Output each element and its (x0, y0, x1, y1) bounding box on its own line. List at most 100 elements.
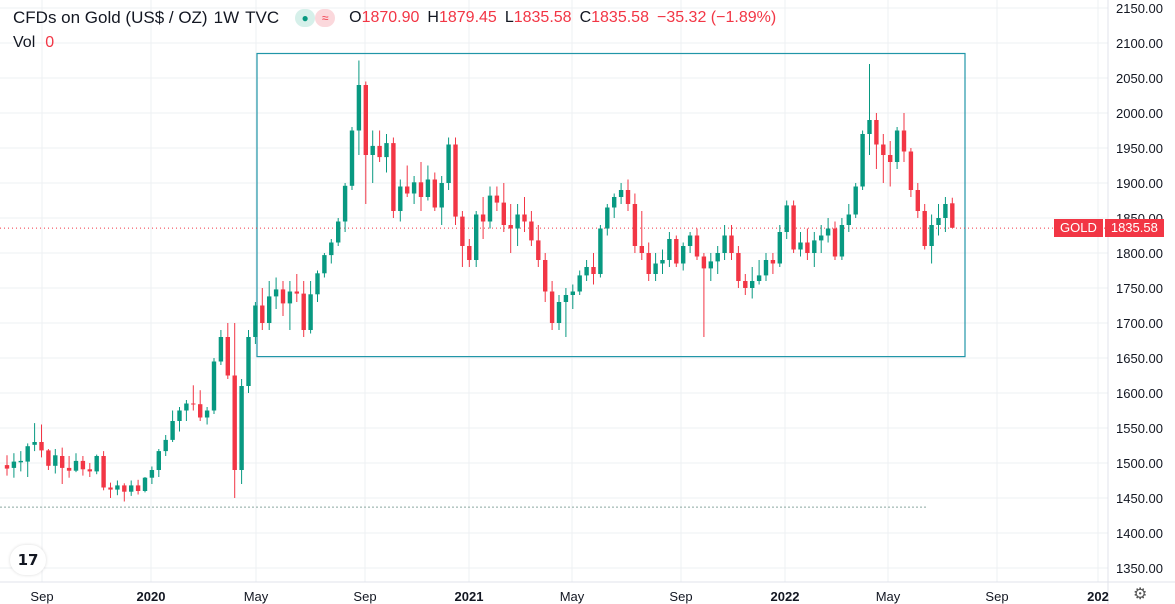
candle-body (536, 240, 541, 260)
candle-body (405, 186, 410, 194)
y-tick-label: 1700.00 (1116, 316, 1163, 331)
y-tick-label: 2000.00 (1116, 106, 1163, 121)
candle-body (398, 186, 403, 211)
candle-body (273, 289, 279, 297)
low-value: 1835.58 (513, 9, 572, 26)
candle-body (115, 485, 120, 490)
candle-body (639, 246, 644, 253)
candle-body (529, 221, 534, 241)
candle-body (211, 361, 217, 411)
candle-body (853, 186, 858, 215)
candle-body (377, 145, 382, 158)
y-tick-label: 1950.00 (1116, 141, 1163, 156)
symbol-title[interactable]: CFDs on Gold (US$ / OZ) (13, 8, 208, 27)
candle-body (315, 273, 320, 295)
candle-body (881, 144, 886, 155)
candle-body (239, 386, 244, 470)
candle-body (349, 130, 355, 186)
source-label[interactable]: TVC (245, 8, 280, 27)
candle-body (791, 205, 796, 250)
interval-label[interactable]: 1W (213, 8, 240, 27)
reference-dotted-line (0, 227, 1108, 508)
candle-body (170, 421, 175, 440)
candle-body (625, 190, 631, 204)
candle-body (460, 216, 465, 246)
x-tick-label: 202 (1087, 589, 1109, 604)
candle-body (770, 260, 776, 264)
candle-body (825, 228, 831, 236)
candle-body (653, 263, 658, 274)
candle-body (681, 246, 686, 264)
candle-body (432, 179, 437, 208)
candle-body (556, 302, 562, 323)
candle-body (94, 456, 99, 472)
high-value: 1879.45 (438, 9, 497, 26)
candle-body (287, 291, 293, 304)
candle-body (480, 214, 486, 222)
x-tick-label: Sep (669, 589, 692, 604)
candle-body (108, 487, 113, 490)
candle-body (577, 275, 582, 292)
candle-body (618, 190, 624, 197)
price-axis: 2150.00 2100.00 2050.00 2000.00 1950.00 1900.… (1107, 0, 1163, 604)
candle-body (342, 185, 348, 222)
candle-body (584, 267, 589, 276)
time-axis: Sep 2020 May Sep 2021 May Sep 2022 May Sep 202 (0, 581, 1175, 604)
candle-body (908, 151, 914, 190)
candle-body (253, 305, 258, 337)
candle-body (73, 460, 79, 471)
candle-body (391, 143, 396, 211)
candle-body (446, 144, 451, 183)
candle-body (280, 289, 286, 304)
candle-body (874, 120, 879, 145)
candle-body (929, 225, 934, 246)
candle-body (363, 85, 368, 155)
candle-body (198, 404, 203, 418)
candle-body (522, 214, 527, 222)
market-status-icon[interactable]: ● (295, 9, 316, 27)
candle-body (756, 275, 762, 281)
volume-label[interactable]: Vol (13, 34, 36, 51)
delayed-data-icon[interactable]: ≈ (315, 9, 336, 27)
candlestick-series (4, 60, 955, 502)
status-badges: ● ≈ (295, 9, 336, 27)
x-tick-label: Sep (353, 589, 376, 604)
x-tick-label: 2020 (137, 589, 166, 604)
tradingview-logo-icon[interactable]: 17 (10, 545, 46, 575)
candle-body (832, 228, 838, 257)
volume-value: 0 (45, 34, 55, 51)
candle-body (515, 214, 520, 229)
candle-body (508, 225, 513, 229)
candle-body (156, 451, 161, 470)
candle-body (729, 235, 734, 253)
candle-body (218, 337, 224, 362)
candle-body (411, 182, 417, 194)
candle-body (715, 253, 720, 262)
candle-body (950, 203, 955, 228)
price-tag-value: 1835.58 (1104, 219, 1164, 238)
candle-body (356, 85, 362, 131)
candle-body (80, 460, 86, 470)
candle-body (687, 235, 693, 246)
candle-body (612, 197, 617, 208)
candle-body (543, 260, 548, 292)
y-tick-label: 1450.00 (1116, 491, 1163, 506)
open-label: O (349, 9, 362, 26)
low-label: L (504, 9, 514, 26)
candle-body (135, 485, 141, 491)
candle-body (605, 207, 610, 229)
candle-body (598, 228, 603, 274)
candle-body (25, 446, 30, 462)
candle-body (784, 205, 789, 232)
change-value: −35.32 (−1.89%) (656, 9, 777, 26)
candle-body (922, 211, 927, 246)
last-price-tag: GOLD 1835.58 (1054, 219, 1164, 238)
candle-body (549, 291, 555, 323)
candle-body (184, 403, 189, 411)
candle-body (501, 202, 506, 225)
candle-body (425, 179, 431, 197)
candle-body (322, 255, 327, 274)
candle-body (936, 218, 941, 225)
gear-icon[interactable]: ⚙ (1133, 586, 1148, 603)
